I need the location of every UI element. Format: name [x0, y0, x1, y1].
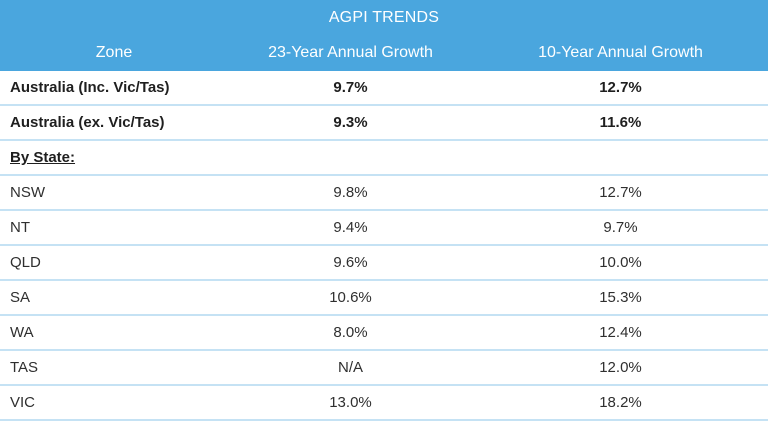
section-label: By State:	[10, 149, 76, 166]
growth-23-cell: 9.4%	[333, 219, 368, 236]
zone-cell: SA	[10, 289, 31, 306]
growth-23-cell: 9.7%	[333, 79, 368, 96]
table-row: Australia (ex. Vic/Tas) 9.3% 11.6%	[0, 106, 768, 141]
zone-cell: QLD	[10, 254, 41, 271]
growth-10-cell: 12.7%	[599, 184, 642, 201]
growth-10-cell: 12.4%	[599, 324, 642, 341]
growth-10-cell: 12.7%	[599, 79, 642, 96]
table-row: SA 10.6% 15.3%	[0, 281, 768, 316]
zone-cell: NT	[10, 219, 30, 236]
table-row: By State:	[0, 141, 768, 176]
zone-cell: VIC	[10, 394, 36, 411]
growth-23-cell: 9.8%	[333, 184, 368, 201]
growth-23-cell: 9.3%	[333, 114, 368, 131]
table-row: TAS N/A 12.0%	[0, 351, 768, 386]
table-row: Australia (Inc. Vic/Tas) 9.7% 12.7%	[0, 71, 768, 106]
growth-10-cell: 12.0%	[599, 359, 642, 376]
growth-10-cell: 9.7%	[603, 219, 638, 236]
header-10-year-growth: 10-Year Annual Growth	[538, 44, 703, 61]
zone-cell: Australia (Inc. Vic/Tas)	[10, 79, 170, 96]
header-zone: Zone	[95, 44, 133, 61]
growth-23-cell: 13.0%	[329, 394, 372, 411]
zone-cell: WA	[10, 324, 34, 341]
growth-10-cell: 15.3%	[599, 289, 642, 306]
header-23-year-growth: 23-Year Annual Growth	[268, 44, 433, 61]
table-row: QLD 9.6% 10.0%	[0, 246, 768, 281]
table-row: WA 8.0% 12.4%	[0, 316, 768, 351]
zone-cell: NSW	[10, 184, 45, 201]
zone-cell: TAS	[10, 359, 39, 376]
table-row: VIC 13.0% 18.2%	[0, 386, 768, 421]
table-row: NSW 9.8% 12.7%	[0, 176, 768, 211]
growth-10-cell: 11.6%	[599, 114, 642, 131]
table-title: AGPI TRENDS	[0, 0, 768, 35]
growth-23-cell: 10.6%	[329, 289, 372, 306]
growth-23-cell: 8.0%	[333, 324, 368, 341]
table-row: NT 9.4% 9.7%	[0, 211, 768, 246]
growth-23-cell: N/A	[337, 359, 363, 376]
table-body: Australia (Inc. Vic/Tas) 9.7% 12.7% Aust…	[0, 71, 768, 421]
growth-10-cell: 10.0%	[599, 254, 642, 271]
table-header: Zone 23-Year Annual Growth 10-Year Annua…	[0, 35, 768, 71]
zone-cell: Australia (ex. Vic/Tas)	[10, 114, 165, 131]
growth-23-cell: 9.6%	[333, 254, 368, 271]
growth-10-cell: 18.2%	[599, 394, 642, 411]
